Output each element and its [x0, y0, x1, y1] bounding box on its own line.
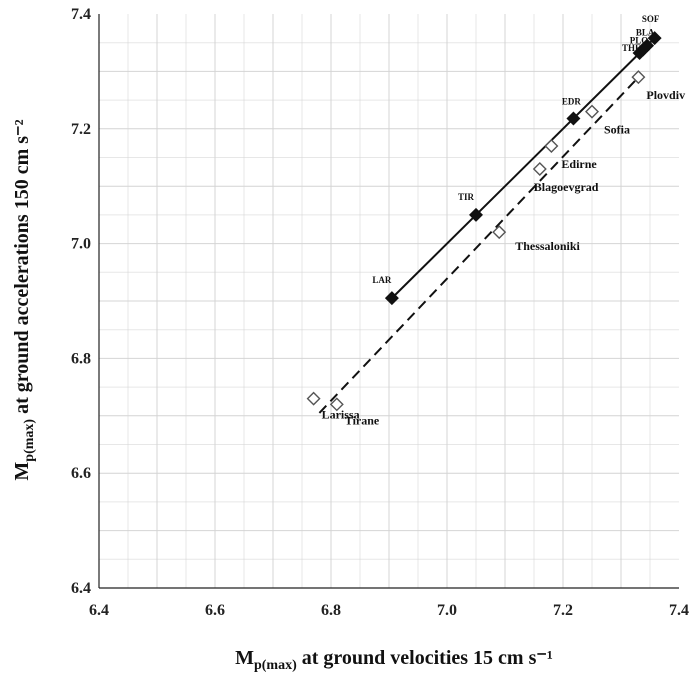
open-diamond-point — [631, 70, 646, 85]
open-diamond-point — [532, 161, 547, 176]
y-axis-title: Mp(max) at ground accelerations 150 cm s… — [11, 119, 37, 480]
open-diamond-point — [585, 104, 599, 119]
point-label: THE — [622, 43, 641, 53]
filled-diamond-point — [647, 31, 662, 46]
open-diamond-point — [306, 391, 321, 406]
point-label: TIR — [458, 192, 475, 202]
open-diamond-point — [544, 139, 559, 154]
y-tick-label: 7.2 — [71, 121, 91, 138]
x-tick-label: 6.6 — [205, 602, 225, 619]
point-label: Plovdiv — [646, 88, 685, 102]
point-label: SOF — [642, 14, 660, 24]
point-label: Tirane — [345, 413, 380, 427]
x-tick-label: 6.4 — [89, 602, 109, 619]
x-axis-title-main: M — [235, 647, 254, 669]
filled-diamond-point — [384, 291, 399, 306]
filled-diamond-point — [469, 207, 483, 222]
axes — [98, 14, 679, 589]
dashed-fit-line — [318, 73, 643, 414]
point-label: LAR — [372, 275, 392, 285]
point-label: Edirne — [561, 157, 597, 171]
point-label: BLA — [636, 28, 655, 38]
point-label: Thessaloniki — [515, 239, 580, 253]
point-label: PLO — [630, 36, 649, 46]
x-axis-title: Mp(max) at ground velocities 15 cm s⁻¹ — [235, 647, 553, 673]
point-label: Larissa — [322, 408, 360, 422]
x-axis-title-rest: at ground velocities 15 cm s⁻¹ — [297, 647, 553, 669]
y-axis-title-sub: p(max) — [22, 419, 37, 462]
y-tick-label: 7.4 — [71, 6, 91, 23]
point-label: EDR — [562, 96, 582, 106]
x-tick-label: 7.4 — [669, 602, 689, 619]
x-tick-label: 7.0 — [437, 602, 457, 619]
y-axis-title-main: M — [11, 462, 33, 481]
data-points — [306, 31, 662, 412]
y-axis-title-rest: at ground accelerations 150 cm s⁻² — [11, 119, 33, 418]
fit-lines — [318, 36, 657, 414]
open-diamond-point — [492, 225, 507, 240]
point-label: Sofia — [604, 123, 630, 137]
solid-fit-line — [391, 36, 657, 299]
tick-labels: 6.4 6.6 6.8 7.0 7.2 7.4 6.4 6.6 6.8 7.0 7.2 7.4 — [71, 6, 689, 619]
y-tick-label: 6.4 — [71, 580, 91, 597]
open-diamond-point — [329, 397, 344, 412]
y-tick-label: 7.0 — [71, 236, 91, 253]
y-tick-label: 6.6 — [71, 465, 91, 482]
x-tick-label: 7.2 — [553, 602, 573, 619]
filled-diamond-point — [640, 38, 655, 53]
y-tick-label: 6.8 — [71, 350, 91, 367]
grid — [99, 14, 679, 588]
point-label: Blagoevgrad — [534, 180, 599, 194]
filled-diamond-point — [566, 111, 581, 126]
x-tick-label: 6.8 — [321, 602, 341, 619]
x-axis-title-sub: p(max) — [254, 658, 297, 673]
